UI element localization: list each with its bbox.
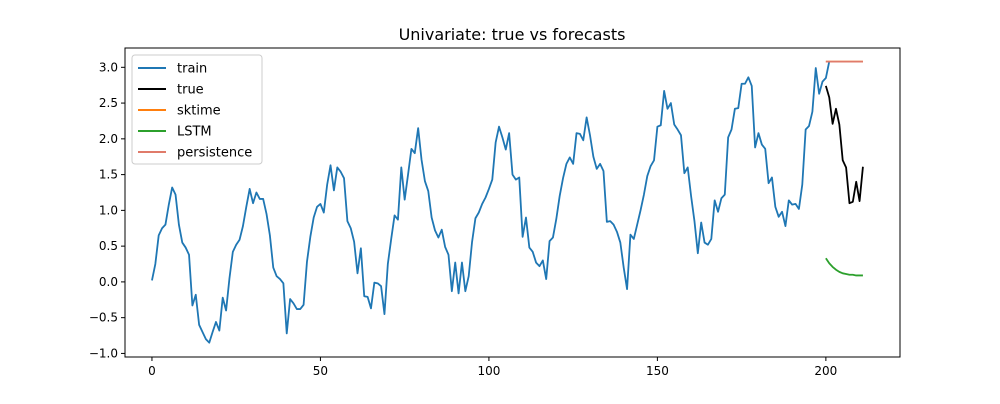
legend-label-sktime: sktime (177, 104, 221, 119)
y-axis: −1.0 −0.5 0.0 0.5 1.0 1.5 2.0 2.5 3.0 (89, 60, 125, 360)
y-tick-label: 3.0 (99, 60, 118, 74)
legend-label-train: train (177, 62, 207, 77)
y-tick-label: 2.5 (99, 96, 118, 110)
legend-label-lstm: LSTM (177, 125, 212, 140)
y-tick-label: 1.0 (99, 203, 118, 217)
legend-box (131, 54, 263, 165)
legend: train true sktime LSTM persistence (131, 54, 263, 165)
series-line-train (151, 61, 831, 344)
series-line-lstm (825, 257, 863, 277)
x-tick-label: 0 (148, 364, 156, 378)
chart-title: Univariate: true vs forecasts (399, 25, 626, 44)
series-layer (151, 60, 864, 344)
y-tick-label: −0.5 (89, 311, 118, 325)
x-axis: 0 50 100 150 200 (148, 357, 837, 378)
legend-label-persistence: persistence (177, 146, 252, 161)
legend-label-true: true (177, 83, 204, 98)
x-tick-label: 100 (477, 364, 500, 378)
series-line-true (825, 85, 864, 205)
y-tick-label: −1.0 (89, 346, 118, 360)
x-tick-label: 200 (814, 364, 837, 378)
y-tick-label: 0.0 (99, 275, 118, 289)
plot-area-frame (124, 47, 901, 358)
x-tick-label: 50 (313, 364, 328, 378)
y-tick-label: 1.5 (99, 168, 118, 182)
y-tick-label: 2.0 (99, 132, 118, 146)
y-tick-label: 0.5 (99, 239, 118, 253)
x-tick-label: 150 (646, 364, 669, 378)
